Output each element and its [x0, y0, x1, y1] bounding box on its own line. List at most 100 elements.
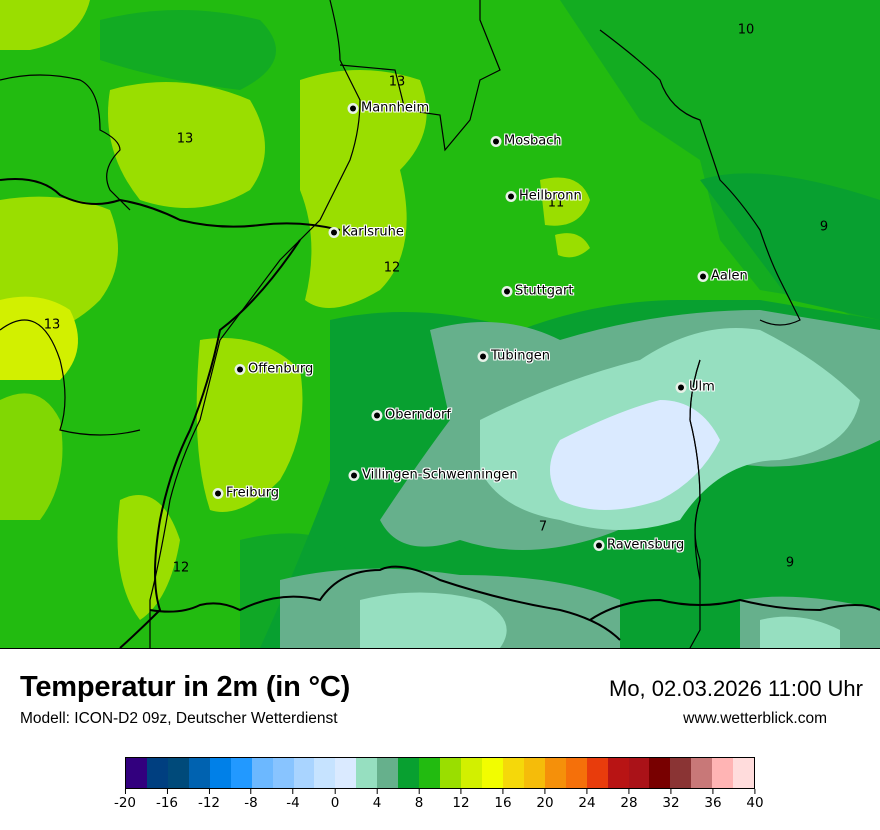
- city-dot-icon: [215, 490, 221, 496]
- legend-color-segment: [649, 758, 671, 788]
- city-label: Ulm: [689, 379, 715, 395]
- legend-color-segment: [251, 758, 273, 788]
- city-dot-icon: [596, 542, 602, 548]
- city-marker-mannheim: Mannheim: [350, 101, 429, 116]
- legend-tick: 28: [620, 789, 638, 811]
- city-label: Heilbronn: [519, 188, 582, 204]
- legend-color-segment: [377, 758, 399, 788]
- color-legend-bar: [125, 757, 755, 789]
- legend-tick: -12: [198, 789, 220, 811]
- legend-tick-label: 32: [662, 795, 680, 811]
- legend-color-segment: [544, 758, 566, 788]
- city-dot-icon: [350, 105, 356, 111]
- legend-tick-label: 24: [578, 795, 596, 811]
- legend-color-segment: [523, 758, 545, 788]
- legend-color-segment: [565, 758, 587, 788]
- legend-color-segment: [230, 758, 252, 788]
- city-label: Mannheim: [361, 100, 430, 116]
- legend-color-segment: [398, 758, 420, 788]
- legend-color-segment: [502, 758, 524, 788]
- city-dot-icon: [493, 138, 499, 144]
- city-label: Offenburg: [248, 361, 314, 377]
- contour-label: 13: [176, 131, 194, 147]
- legend-tick-label: 8: [414, 795, 424, 811]
- legend-tick-label: -8: [244, 795, 258, 811]
- city-dot-icon: [700, 273, 706, 279]
- legend-color-segment: [712, 758, 734, 788]
- city-marker-ravensburg: Ravensburg: [596, 538, 684, 553]
- legend-tick-label: -4: [286, 795, 300, 811]
- legend-tick-label: 16: [494, 795, 512, 811]
- legend-color-segment: [126, 758, 147, 788]
- city-marker-villingen-schwenningen: Villingen-Schwenningen: [351, 468, 518, 483]
- legend-color-segment: [586, 758, 608, 788]
- legend-tick-label: -20: [113, 795, 137, 811]
- website-credit: www.wetterblick.com: [683, 710, 827, 727]
- legend-tick-label: 40: [746, 795, 764, 811]
- legend-tick: 4: [372, 789, 382, 811]
- contour-label: 12: [172, 560, 190, 576]
- legend-color-segment: [670, 758, 692, 788]
- legend-tick: -16: [156, 789, 178, 811]
- city-dot-icon: [678, 384, 684, 390]
- city-label: Villingen-Schwenningen: [362, 467, 518, 483]
- color-legend-ticks: -20 -16 -12 -8 -4 0 4 8 12 16 20 24 28 32 36 40: [114, 789, 764, 819]
- legend-tick: 32: [662, 789, 680, 811]
- city-label: Stuttgart: [515, 283, 574, 299]
- legend-color-segment: [440, 758, 461, 788]
- city-marker-mosbach: Mosbach: [493, 134, 562, 149]
- legend-tick: 20: [536, 789, 554, 811]
- legend-tick: 8: [414, 789, 424, 811]
- legend-color-segment: [167, 758, 189, 788]
- legend-color-segment: [607, 758, 629, 788]
- city-dot-icon: [508, 193, 514, 199]
- model-info: Modell: ICON-D2 09z, Deutscher Wetterdie…: [20, 710, 338, 727]
- contour-label: 13: [388, 74, 406, 90]
- contour-label: 12: [383, 260, 401, 276]
- contour-label: 9: [785, 555, 795, 571]
- temperature-map: 13 13 10 11 9 12 13 7 9 12 Mannheim Mosb…: [0, 0, 880, 649]
- legend-color-segment: [314, 758, 336, 788]
- contour-label: 7: [538, 519, 548, 535]
- legend-color-segment: [293, 758, 315, 788]
- legend-tick: 16: [494, 789, 512, 811]
- legend-tick: -8: [244, 789, 258, 811]
- legend-color-segment: [146, 758, 168, 788]
- legend-color-segment: [691, 758, 713, 788]
- contour-label: 10: [737, 22, 755, 38]
- city-dot-icon: [374, 412, 380, 418]
- legend-tick: 0: [331, 789, 339, 811]
- legend-color-segment: [419, 758, 441, 788]
- legend-color-segment: [356, 758, 378, 788]
- legend-color-segment: [733, 758, 755, 788]
- city-marker-offenburg: Offenburg: [237, 362, 313, 377]
- legend-tick-label: 12: [452, 795, 470, 811]
- city-label: Tübingen: [491, 348, 550, 364]
- city-marker-ulm: Ulm: [678, 380, 715, 395]
- city-marker-karlsruhe: Karlsruhe: [331, 225, 404, 240]
- city-marker-aalen: Aalen: [700, 269, 748, 284]
- temperature-field: [0, 0, 880, 648]
- legend-color-segment: [209, 758, 231, 788]
- legend-tick-label: 36: [704, 795, 722, 811]
- legend-color-segment: [272, 758, 294, 788]
- contour-label: 11: [547, 195, 565, 211]
- city-dot-icon: [331, 229, 337, 235]
- city-label: Ravensburg: [607, 537, 685, 553]
- legend-tick: -4: [286, 789, 300, 811]
- legend-tick: 12: [452, 789, 470, 811]
- legend-color-segment: [188, 758, 210, 788]
- legend-tick-label: -12: [197, 795, 221, 811]
- city-marker-tuebingen: Tübingen: [480, 349, 550, 364]
- legend-tick-label: 20: [536, 795, 554, 811]
- legend-tick: -20: [114, 789, 136, 811]
- city-dot-icon: [237, 366, 243, 372]
- city-marker-stuttgart: Stuttgart: [504, 284, 573, 299]
- legend-color-segment: [335, 758, 357, 788]
- city-label: Mosbach: [504, 133, 562, 149]
- valid-time: Mo, 02.03.2026 11:00 Uhr: [609, 676, 863, 701]
- legend-tick-label: 4: [372, 795, 382, 811]
- city-label: Freiburg: [226, 485, 280, 501]
- legend-color-segment: [628, 758, 650, 788]
- contour-label: 9: [819, 219, 829, 235]
